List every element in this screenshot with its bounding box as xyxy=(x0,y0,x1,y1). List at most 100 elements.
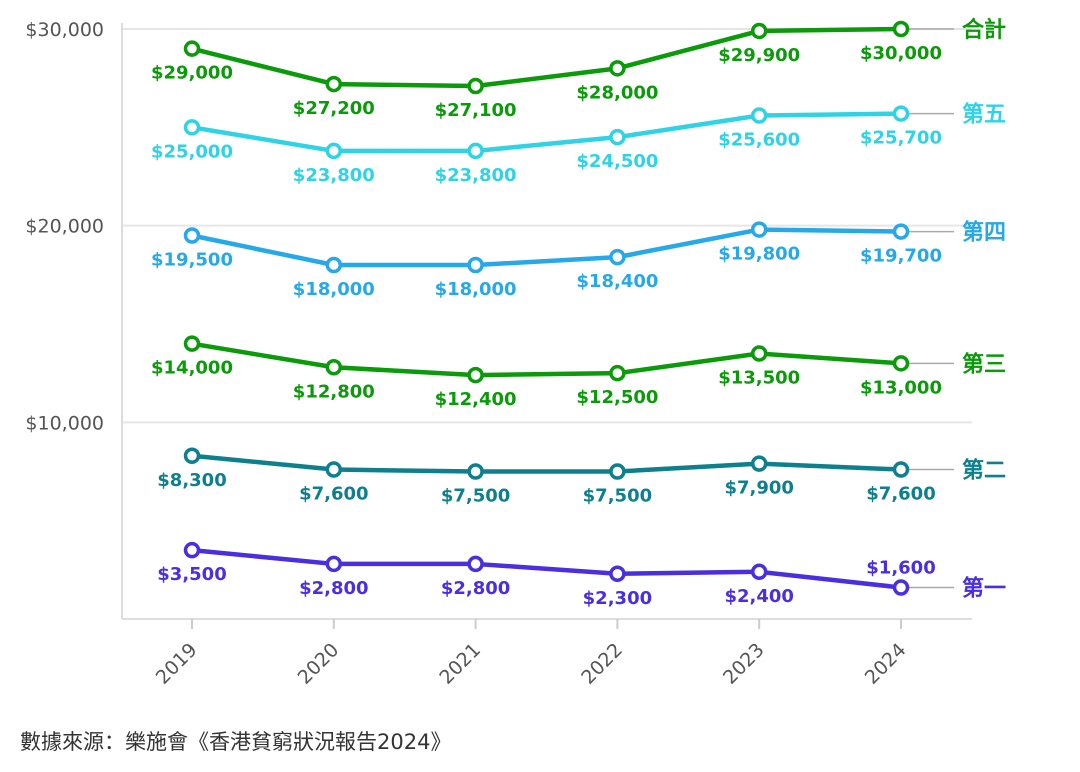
series-name-label: 第一 xyxy=(962,576,1006,602)
data-point xyxy=(325,142,343,160)
data-point xyxy=(325,461,343,478)
series-lines xyxy=(183,20,954,596)
data-label: $12,400 xyxy=(435,389,517,410)
data-point xyxy=(467,463,484,480)
data-label: $30,000 xyxy=(860,43,942,64)
data-label: $27,200 xyxy=(293,98,375,119)
data-point xyxy=(325,256,343,274)
series-第二 xyxy=(183,447,954,480)
data-point xyxy=(467,142,484,160)
data-label: $24,500 xyxy=(576,151,658,172)
data-point xyxy=(609,565,626,583)
data-label: $12,500 xyxy=(576,387,658,408)
series-name-label: 第三 xyxy=(962,351,1006,377)
data-label: $23,800 xyxy=(293,165,375,186)
data-point xyxy=(750,22,768,40)
data-label: $18,000 xyxy=(435,279,517,300)
data-label: $25,700 xyxy=(860,128,942,149)
data-label: $3,500 xyxy=(157,564,226,585)
data-point xyxy=(183,447,201,465)
data-label: $29,900 xyxy=(718,45,800,66)
data-point xyxy=(183,40,201,57)
data-label: $25,000 xyxy=(151,141,233,162)
data-label: $25,600 xyxy=(718,130,800,151)
series-name-label: 第二 xyxy=(962,458,1006,484)
y-tick-label: $20,000 xyxy=(25,216,104,238)
data-label: $19,700 xyxy=(860,246,942,267)
data-label: $14,000 xyxy=(151,358,233,379)
series-name-label: 第四 xyxy=(962,220,1006,246)
data-point xyxy=(750,563,768,581)
data-label: $13,000 xyxy=(860,377,942,398)
data-label: $23,800 xyxy=(435,165,517,186)
data-label: $8,300 xyxy=(157,470,226,491)
data-point xyxy=(892,20,910,38)
data-point xyxy=(467,555,484,573)
data-point xyxy=(609,248,626,266)
x-tick-label: 2019 xyxy=(152,639,202,689)
data-point xyxy=(750,455,768,472)
data-point xyxy=(892,461,910,478)
data-label: $7,600 xyxy=(299,484,368,505)
series-line xyxy=(189,26,904,89)
data-label: $19,500 xyxy=(151,250,233,271)
data-label: $27,100 xyxy=(435,100,517,121)
data-point xyxy=(892,579,910,596)
data-label: $1,600 xyxy=(866,558,935,579)
series-line xyxy=(189,341,904,378)
data-point xyxy=(467,366,484,384)
data-point xyxy=(750,107,768,124)
data-point xyxy=(750,345,768,362)
series-第一 xyxy=(183,541,954,596)
data-point xyxy=(325,555,343,573)
data-point xyxy=(892,355,910,372)
data-point xyxy=(183,119,201,136)
data-label: $2,800 xyxy=(441,578,510,599)
x-tick-label: 2022 xyxy=(577,639,627,689)
y-tick-label: $10,000 xyxy=(25,412,104,434)
data-point xyxy=(325,359,343,376)
data-point xyxy=(325,75,343,93)
data-point xyxy=(750,221,768,238)
series-第五 xyxy=(183,105,954,160)
data-label: $7,500 xyxy=(441,486,510,507)
data-label: $2,800 xyxy=(299,578,368,599)
series-name-label: 合計 xyxy=(962,17,1006,43)
series-name-label: 第五 xyxy=(962,102,1006,128)
data-label: $18,400 xyxy=(576,271,658,292)
data-point xyxy=(467,77,484,95)
series-line xyxy=(189,547,904,590)
x-tick-label: 2020 xyxy=(294,639,344,689)
data-point xyxy=(467,256,484,274)
data-point xyxy=(609,463,626,480)
data-label: $29,000 xyxy=(151,63,233,84)
data-point xyxy=(609,364,626,382)
data-label: $12,800 xyxy=(293,381,375,402)
series-第三 xyxy=(183,335,954,384)
data-label: $13,500 xyxy=(718,368,800,389)
data-label: $19,800 xyxy=(718,244,800,265)
data-labels: 合計 $29,000 $27,200 $27,100 $28,000 $29,900 $30… xyxy=(151,17,1006,609)
data-label: $18,000 xyxy=(293,279,375,300)
data-label: $2,400 xyxy=(724,586,793,607)
series-line xyxy=(189,227,904,268)
data-label: $7,600 xyxy=(866,484,935,505)
data-point xyxy=(892,105,910,122)
data-point xyxy=(609,128,626,146)
series-合計 xyxy=(183,20,954,95)
series-第四 xyxy=(183,221,954,274)
series-line xyxy=(189,111,904,154)
series-line xyxy=(189,453,904,474)
data-point xyxy=(183,227,201,244)
data-point xyxy=(183,541,201,559)
data-label: $7,500 xyxy=(583,486,652,507)
y-tick-label: $30,000 xyxy=(25,19,104,41)
data-point xyxy=(183,335,201,352)
gridlines xyxy=(122,28,972,424)
data-point xyxy=(892,223,910,240)
data-point xyxy=(609,60,626,77)
source-note: 數據來源：樂施會《香港貧窮狀況報告2024》 xyxy=(20,730,452,754)
x-tick-label: 2024 xyxy=(861,639,911,689)
x-tick-label: 2023 xyxy=(719,639,769,689)
